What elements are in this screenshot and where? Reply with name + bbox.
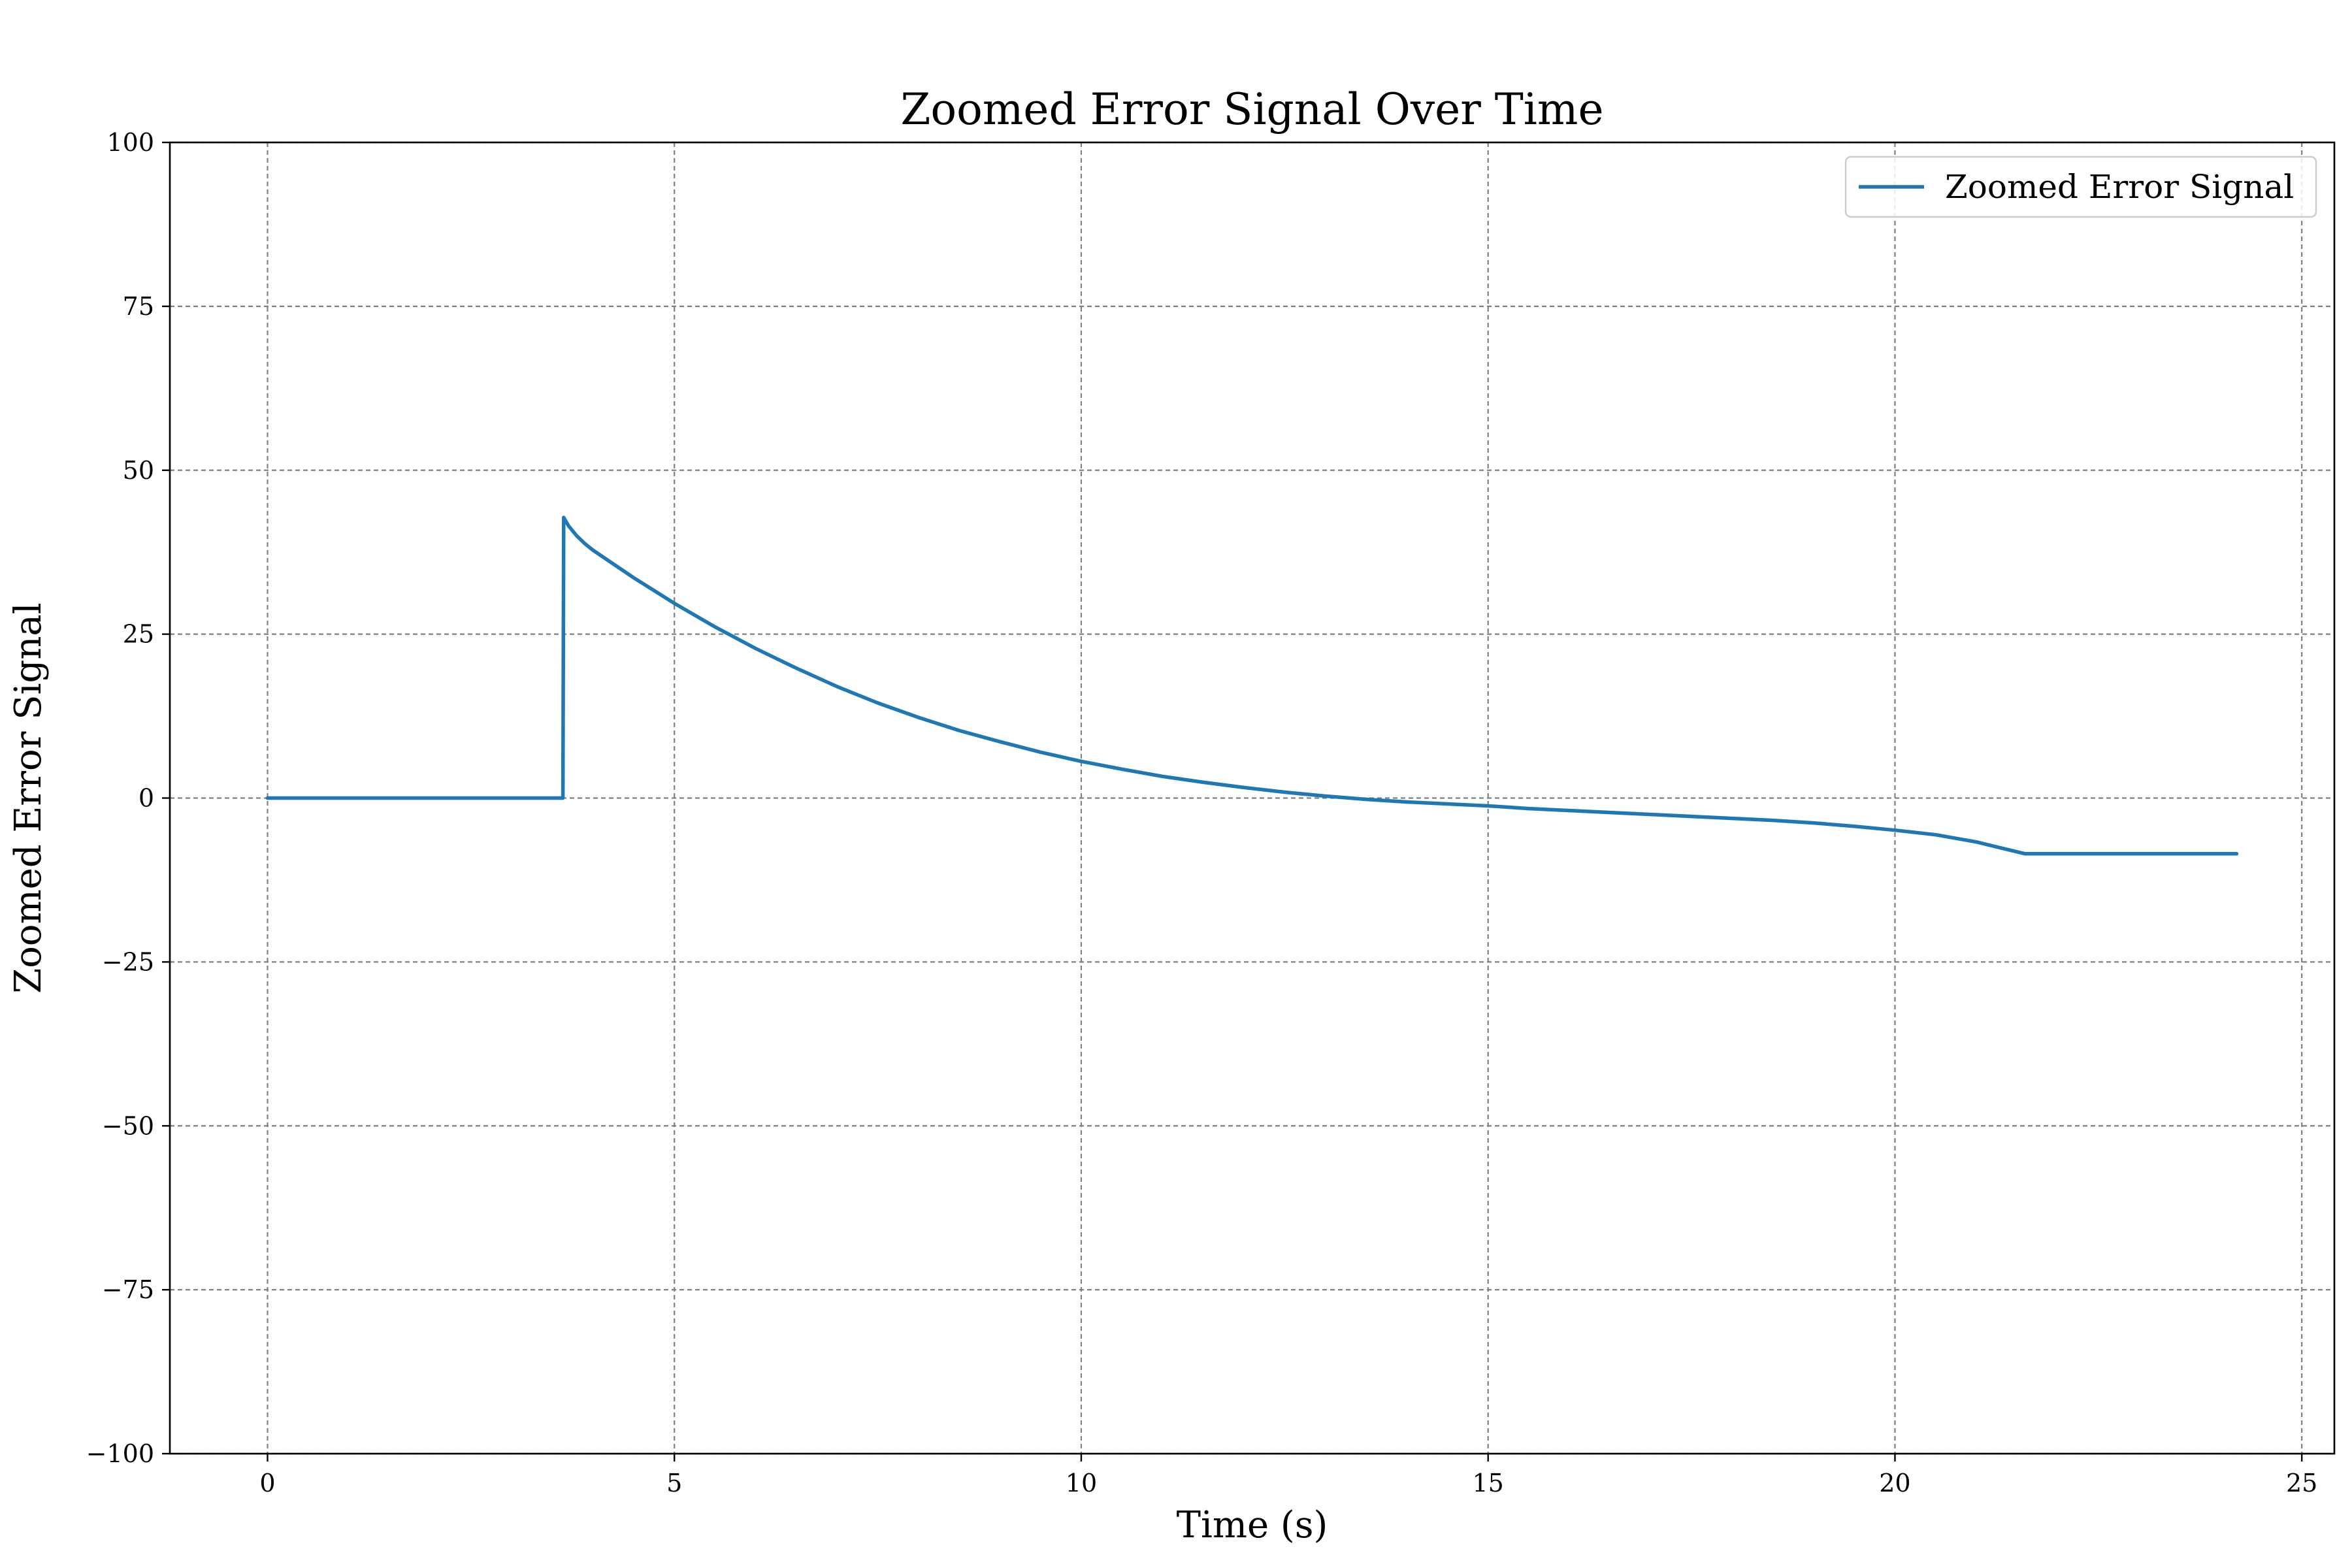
- y-tick-label-4: 0: [139, 784, 154, 813]
- x-axis-title: Time (s): [1177, 1504, 1328, 1546]
- y-tick-label-3: −25: [102, 947, 154, 976]
- legend-label: Zoomed Error Signal: [1945, 168, 2294, 206]
- y-tick-label-8: 100: [106, 128, 154, 157]
- x-tick-label-0: 0: [259, 1469, 275, 1497]
- series-lines: [265, 515, 2239, 856]
- x-tick-label-4: 20: [1879, 1469, 1910, 1497]
- legend: Zoomed Error Signal: [1844, 155, 2317, 218]
- legend-box: [1844, 155, 2317, 218]
- y-tick-label-0: −100: [86, 1439, 154, 1468]
- y-tick-label-7: 75: [123, 292, 154, 321]
- y-tick-label-1: −75: [102, 1275, 154, 1304]
- x-tick-label-2: 10: [1066, 1469, 1097, 1497]
- x-tick-label-1: 5: [666, 1469, 682, 1497]
- y-axis-title: Zoomed Error Signal: [7, 602, 50, 993]
- x-tick-label-3: 15: [1473, 1469, 1504, 1497]
- chart-title: Zoomed Error Signal Over Time: [900, 84, 1603, 135]
- y-tick-label-5: 25: [123, 620, 154, 649]
- series-line-0: [265, 515, 2239, 856]
- y-tick-label-2: −50: [102, 1111, 154, 1140]
- y-tick-label-6: 50: [123, 456, 154, 485]
- x-tick-label-5: 25: [2286, 1469, 2317, 1497]
- axis-ticks: 0 5 10 15 20 25 −100 −75 −50 −25 0 25 50 75 100: [86, 128, 2318, 1497]
